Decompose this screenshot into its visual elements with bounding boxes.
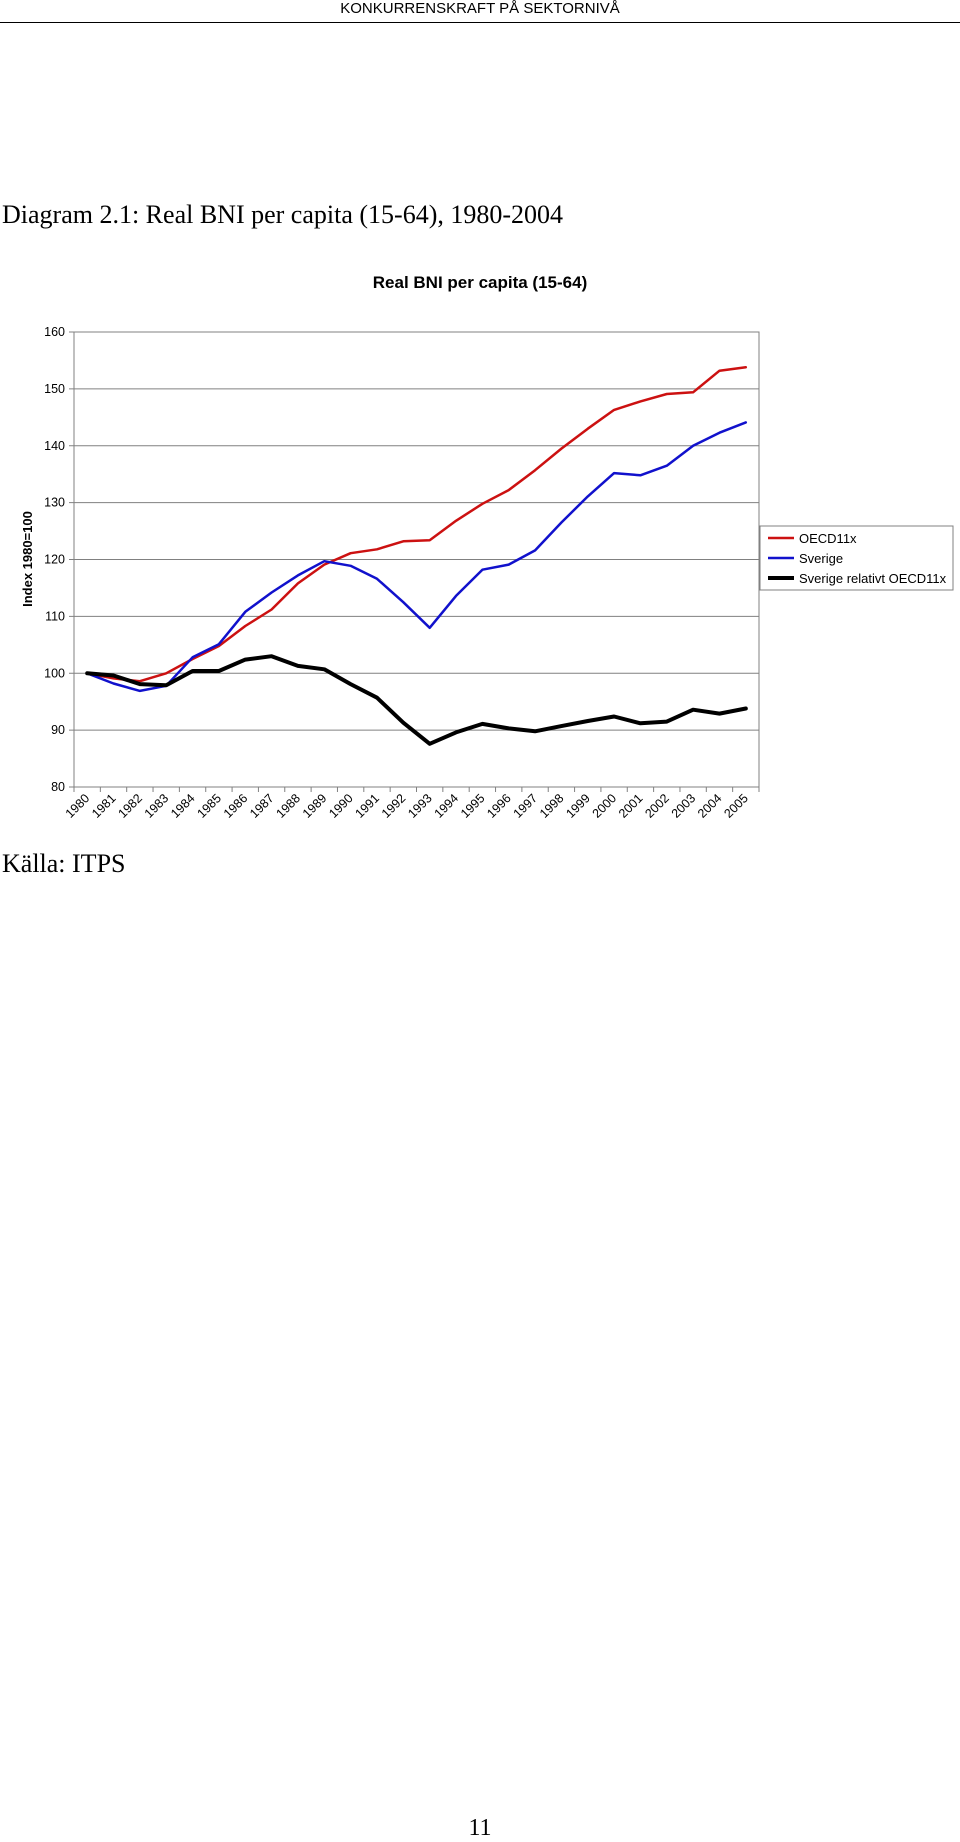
- y-tick-label: 120: [44, 553, 65, 567]
- x-tick-label: 2003: [669, 791, 699, 821]
- running-header: KONKURRENSKRAFT PÅ SEKTORNIVÅ: [0, 0, 960, 23]
- y-axis-ticks: 80 90 100 110 120 130 140 150 160: [44, 325, 74, 794]
- x-tick-label: 2002: [642, 791, 672, 821]
- source-note: Källa: ITPS: [2, 849, 126, 878]
- x-tick-label: 1988: [273, 791, 303, 821]
- x-tick-label: 1990: [326, 791, 356, 821]
- x-tick-label: 1986: [221, 791, 251, 821]
- y-tick-label: 150: [44, 382, 65, 396]
- x-tick-label: 1997: [511, 791, 541, 821]
- series-line-1: [85, 421, 748, 693]
- x-tick-label: 1996: [484, 791, 514, 821]
- x-tick-label: 1980: [63, 791, 93, 821]
- y-tick-label: 90: [51, 723, 65, 737]
- legend-label: Sverige: [799, 551, 843, 566]
- x-tick-label: 1982: [115, 791, 145, 821]
- x-tick-label: 1981: [89, 791, 119, 821]
- x-tick-label: 1983: [142, 791, 172, 821]
- series-line-2: [85, 654, 748, 746]
- x-tick-label: 2000: [590, 791, 620, 821]
- x-tick-label: 1993: [405, 791, 435, 821]
- y-tick-label: 160: [44, 325, 65, 339]
- x-tick-label: 2001: [616, 791, 646, 821]
- y-tick-label: 140: [44, 439, 65, 453]
- legend: OECD11x Sverige Sverige relativt OECD11x: [759, 525, 954, 591]
- page-number: 11: [468, 1815, 492, 1841]
- x-tick-label: 1989: [300, 791, 330, 821]
- x-tick-label: 2005: [721, 791, 751, 821]
- legend-label: OECD11x: [799, 531, 857, 546]
- x-tick-label: 1995: [458, 791, 488, 821]
- x-tick-label: 1984: [168, 791, 198, 821]
- line-chart: Real BNI per capita (15-64) 80 90 100 110 12…: [20, 273, 954, 821]
- series-line-0: [85, 366, 748, 683]
- y-tick-label: 100: [44, 666, 65, 680]
- x-tick-label: 1991: [353, 791, 383, 821]
- x-axis-ticks: 1980198119821983198419851986198719881989…: [63, 787, 760, 821]
- x-tick-label: 1998: [537, 791, 567, 821]
- y-axis-label: Index 1980=100: [20, 511, 35, 607]
- y-tick-label: 130: [44, 496, 65, 510]
- gridlines: [74, 388, 759, 731]
- x-tick-label: 1999: [563, 791, 593, 821]
- series-lines: [85, 366, 748, 746]
- x-tick-label: 2004: [695, 791, 725, 821]
- x-tick-label: 1985: [194, 791, 224, 821]
- figure-caption: Diagram 2.1: Real BNI per capita (15-64)…: [2, 200, 564, 229]
- x-tick-label: 1992: [379, 791, 409, 821]
- x-tick-label: 1987: [247, 791, 277, 821]
- x-tick-label: 1994: [432, 791, 462, 821]
- chart-title: Real BNI per capita (15-64): [373, 273, 587, 292]
- y-tick-label: 110: [45, 609, 65, 623]
- legend-label: Sverige relativt OECD11x: [799, 571, 947, 586]
- y-tick-label: 80: [51, 780, 65, 794]
